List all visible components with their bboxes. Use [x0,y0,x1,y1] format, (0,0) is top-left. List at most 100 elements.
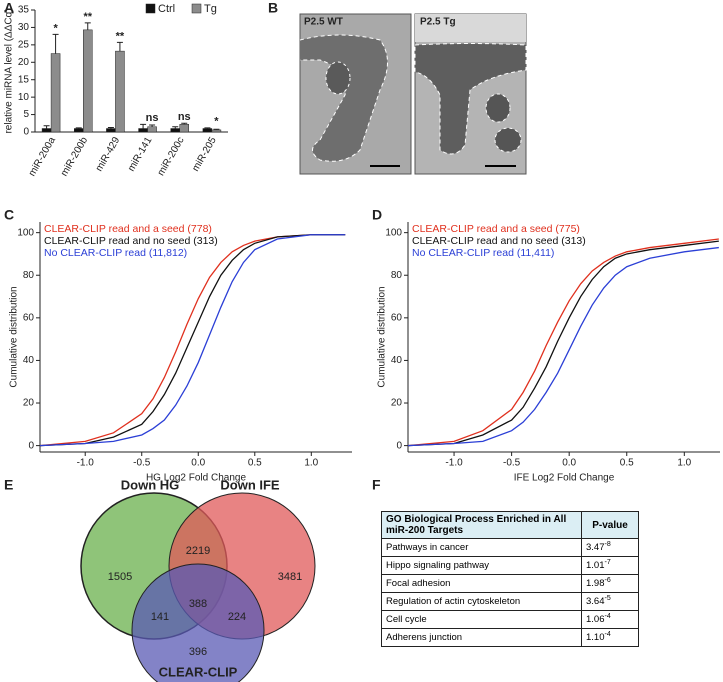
table-body: Pathways in cancer 3.47-8 Hippo signaling … [381,538,639,647]
bar [179,124,189,133]
y-tick-label: 80 [23,270,35,281]
y-tick-label: 100 [17,227,34,238]
y-axis-label: Cumulative distribution [9,286,20,387]
error-bar [75,127,82,129]
annotation: ns [178,111,191,123]
y-tick-label: 0 [23,127,29,138]
bar [170,128,180,133]
pvalue-cell: 1.10-4 [581,628,639,647]
x-tick-label: miR-200c [156,135,187,178]
line [407,246,719,447]
legend-label: CLEAR-CLIP read and no seed (313) [44,235,218,247]
legend-label: Tg [204,3,217,15]
error-bar [43,125,50,129]
header-cell: GO Biological Process Enriched in All mi… [381,511,582,539]
x-tick-label: -1.0 [445,458,463,469]
set-label: Down HG [121,477,180,492]
micrograph: P2.5 WT [299,13,412,175]
process-cell: Adherens junction [381,628,582,647]
bar [74,128,84,133]
y-tick-label: 60 [23,312,35,323]
x-tick-label: miR-200a [27,135,58,178]
legend-label: No CLEAR-CLIP read (11,812) [44,247,187,259]
legend-label: No CLEAR-CLIP read (11,411) [412,247,554,259]
error-bar [107,126,114,129]
region-count: 3481 [278,571,302,583]
panel-label: E [4,477,13,493]
x-tick-label: -0.5 [503,458,521,469]
x-tick-label: 1.0 [677,458,691,469]
line [39,234,346,447]
y-tick-label: 0 [396,440,402,451]
table-row: Hippo signaling pathway 1.01-7 [381,556,639,575]
process-cell: Cell cycle [381,610,582,629]
y-axis-label: relative miRNA level (ΔΔCq) [4,8,15,133]
region-count: 2219 [186,545,210,557]
region-count: 388 [189,598,207,610]
error-bar [116,41,123,52]
table-row: Regulation of actin cytoskeleton 3.64-5 [381,592,639,611]
pvalue-cell: 1.06-4 [581,610,639,629]
x-tick-label: 0.5 [620,458,634,469]
annotation: ns [146,112,159,124]
bar [211,129,222,133]
y-tick-label: 40 [23,355,35,366]
error-bar [213,128,220,130]
annotation: ** [116,30,125,42]
x-tick-label: miR-429 [94,135,123,174]
x-axis-label: IFE Log2 Fold Change [514,473,615,484]
region-count: 224 [228,611,246,623]
y-tick-label: 40 [391,355,403,366]
table-row: Adherens junction 1.10-4 [381,628,639,647]
table-row: Pathways in cancer 3.47-8 [381,538,639,557]
x-tick-label: 0.0 [191,458,205,469]
x-tick-label: -1.0 [77,458,95,469]
y-tick-label: 30 [18,22,30,33]
x-tick-label: 1.0 [304,458,318,469]
legend-label: CLEAR-CLIP read and a seed (778) [44,223,212,235]
legend-label: Ctrl [158,3,175,15]
bar [83,29,93,133]
error-bar [204,127,211,129]
pvalue-exponent: -6 [604,577,611,585]
x-tick-label: 0.5 [248,458,262,469]
line [39,234,346,447]
error-bar [181,122,188,125]
error-bar [149,124,156,127]
image-label: P2.5 Tg [420,17,456,28]
line [407,240,719,447]
header-cell: P-value [581,511,639,539]
set-label: Down IFE [220,477,280,492]
x-tick-label: 0.0 [562,458,576,469]
bar [147,126,157,133]
bar [202,128,213,133]
pvalue-exponent: -5 [604,595,611,603]
legend-label: CLEAR-CLIP read and no seed (313) [412,235,586,247]
region-count: 141 [151,611,169,623]
pvalue-mantissa: 1.01 [586,560,605,572]
pvalue-cell: 3.64-5 [581,592,639,611]
legend-swatch [145,3,156,14]
venn: Down HG Down IFE CLEAR-CLIP 1505 2219 34… [80,477,316,682]
x-axis-label: HG Log2 Fold Change [146,473,247,484]
error-bar [172,126,179,129]
bar [50,53,61,133]
y-tick-label: 20 [18,57,30,68]
panel-label: B [268,0,278,16]
y-tick-label: 25 [18,39,30,50]
y-tick-label: 60 [391,312,403,323]
process-cell: Regulation of actin cytoskeleton [381,592,582,611]
go-table: GO Biological Process Enriched in All mi… [381,511,639,647]
pvalue-mantissa: 3.64 [586,596,605,608]
line [39,234,346,447]
image-label: P2.5 WT [304,17,343,28]
process-cell: Pathways in cancer [381,538,582,557]
x-tick-label: -0.5 [133,458,151,469]
pvalue-mantissa: 1.10 [586,632,605,644]
y-tick-label: 20 [391,398,403,409]
y-tick-label: 15 [18,74,30,85]
panel-label: D [372,207,382,223]
pvalue-cell: 1.01-7 [581,556,639,575]
